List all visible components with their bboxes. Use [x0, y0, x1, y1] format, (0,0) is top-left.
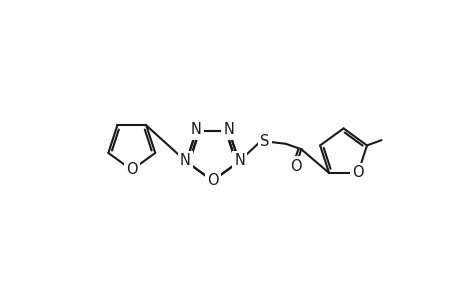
Text: N: N	[234, 153, 245, 168]
Text: O: O	[207, 173, 218, 188]
Text: N: N	[190, 122, 202, 137]
Text: O: O	[207, 173, 218, 188]
Text: O: O	[126, 163, 137, 178]
Text: O: O	[352, 166, 363, 181]
Text: S: S	[260, 134, 269, 149]
Text: N: N	[223, 122, 234, 137]
Text: O: O	[289, 159, 301, 174]
Text: N: N	[179, 153, 190, 168]
